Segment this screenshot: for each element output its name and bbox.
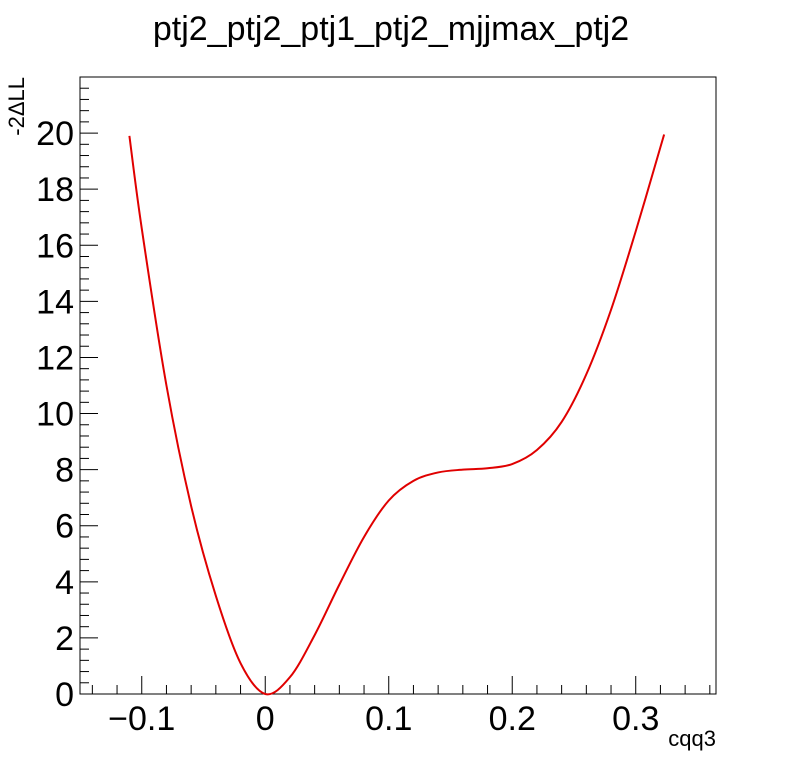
x-axis-title: cqq3 [668, 726, 716, 751]
y-axis-title: -2ΔLL [4, 77, 29, 136]
y-tick-label: 18 [36, 171, 74, 209]
x-tick-label: 0.2 [489, 700, 536, 738]
x-tick-label: 0.3 [612, 700, 659, 738]
y-tick-label: 0 [55, 676, 74, 714]
tick-labels: −0.1 0 0.1 0.2 0.3 0 2 4 6 8 10 12 14 16 18 20 [36, 115, 659, 738]
y-tick-label: 2 [55, 620, 74, 658]
y-tick-label: 8 [55, 452, 74, 490]
x-tick-label: 0 [256, 700, 275, 738]
x-tick-label: 0.1 [365, 700, 412, 738]
y-tick-label: 4 [55, 564, 74, 602]
series-line [128, 134, 666, 696]
plot-area [79, 76, 717, 695]
y-tick-label: 14 [36, 283, 74, 321]
x-tick-label: −0.1 [108, 700, 175, 738]
y-tick-label: 16 [36, 227, 74, 265]
y-tick-label: 6 [55, 508, 74, 546]
series-group [128, 134, 666, 696]
y-tick-label: 10 [36, 396, 74, 434]
plot-frame [79, 76, 717, 695]
y-tick-label: 20 [36, 115, 74, 153]
chart-title: ptj2_ptj2_ptj1_ptj2_mjjmax_ptj2 [153, 10, 629, 48]
axis-ticks [80, 76, 711, 695]
y-tick-label: 12 [36, 339, 74, 377]
